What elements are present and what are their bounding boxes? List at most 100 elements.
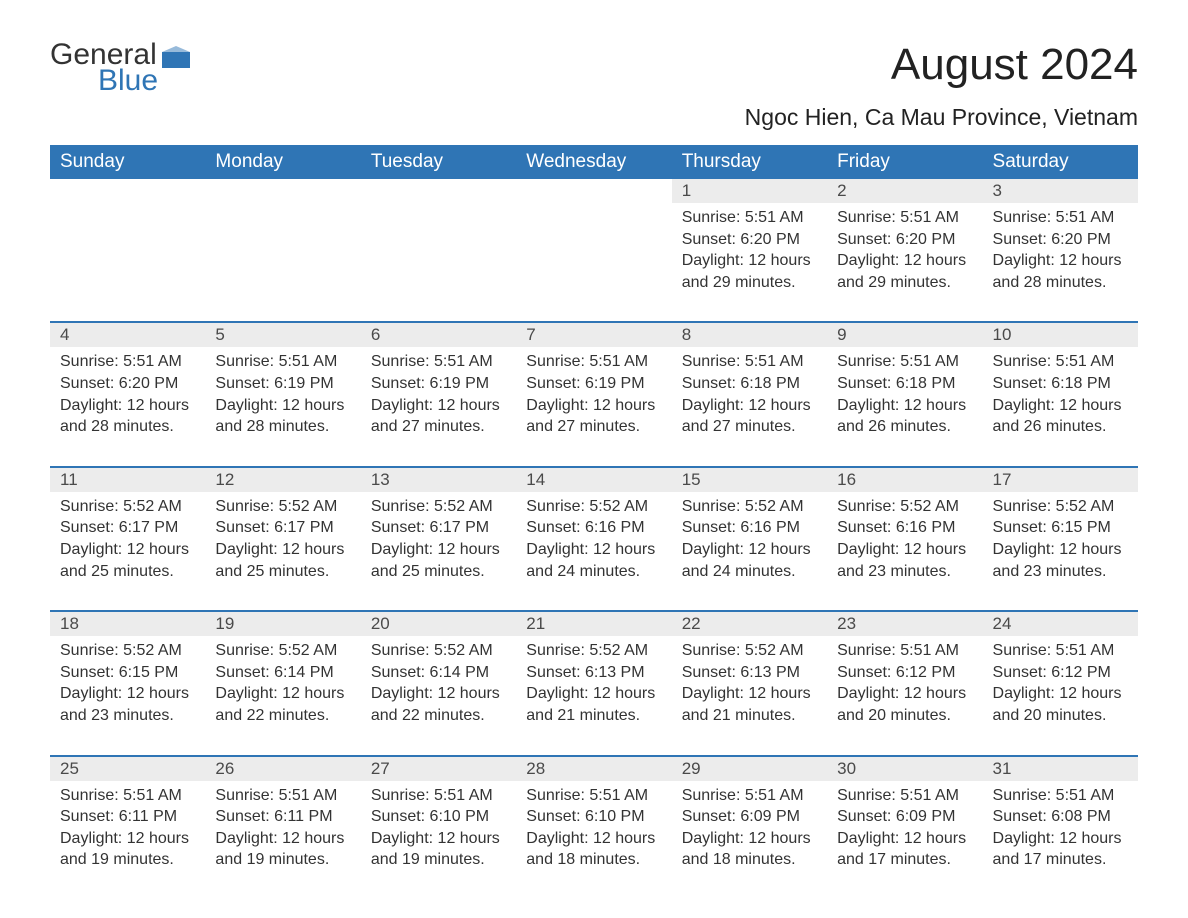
day-content-cell: Sunrise: 5:51 AMSunset: 6:20 PMDaylight:… bbox=[50, 347, 205, 466]
day-number-cell: 23 bbox=[827, 611, 982, 636]
day-number-row: 25262728293031 bbox=[50, 756, 1138, 781]
sunrise-text: Sunrise: 5:51 AM bbox=[837, 640, 972, 662]
daylight2-text: and 17 minutes. bbox=[837, 849, 972, 871]
day-content-cell: Sunrise: 5:51 AMSunset: 6:11 PMDaylight:… bbox=[50, 781, 205, 899]
daylight1-text: Daylight: 12 hours bbox=[837, 683, 972, 705]
day-content-cell: Sunrise: 5:52 AMSunset: 6:14 PMDaylight:… bbox=[205, 636, 360, 755]
sunrise-text: Sunrise: 5:51 AM bbox=[837, 207, 972, 229]
daylight2-text: and 20 minutes. bbox=[993, 705, 1128, 727]
day-number-cell: 8 bbox=[672, 322, 827, 347]
sunrise-text: Sunrise: 5:52 AM bbox=[993, 496, 1128, 518]
calendar-table: SundayMondayTuesdayWednesdayThursdayFrid… bbox=[50, 145, 1138, 899]
sunrise-text: Sunrise: 5:52 AM bbox=[526, 496, 661, 518]
day-number-cell: 7 bbox=[516, 322, 671, 347]
daylight2-text: and 27 minutes. bbox=[526, 416, 661, 438]
sunset-text: Sunset: 6:15 PM bbox=[60, 662, 195, 684]
sunset-text: Sunset: 6:17 PM bbox=[215, 517, 350, 539]
daylight1-text: Daylight: 12 hours bbox=[215, 395, 350, 417]
day-content-cell: Sunrise: 5:51 AMSunset: 6:20 PMDaylight:… bbox=[983, 203, 1138, 322]
daylight2-text: and 24 minutes. bbox=[682, 561, 817, 583]
sunset-text: Sunset: 6:09 PM bbox=[682, 806, 817, 828]
day-content-cell: Sunrise: 5:51 AMSunset: 6:19 PMDaylight:… bbox=[361, 347, 516, 466]
sunset-text: Sunset: 6:16 PM bbox=[526, 517, 661, 539]
sunrise-text: Sunrise: 5:51 AM bbox=[60, 351, 195, 373]
day-number-cell: 11 bbox=[50, 467, 205, 492]
daylight2-text: and 28 minutes. bbox=[993, 272, 1128, 294]
sunrise-text: Sunrise: 5:51 AM bbox=[682, 785, 817, 807]
daylight2-text: and 25 minutes. bbox=[371, 561, 506, 583]
daylight1-text: Daylight: 12 hours bbox=[682, 539, 817, 561]
daylight1-text: Daylight: 12 hours bbox=[837, 250, 972, 272]
day-number-cell: 17 bbox=[983, 467, 1138, 492]
daylight1-text: Daylight: 12 hours bbox=[215, 539, 350, 561]
daylight1-text: Daylight: 12 hours bbox=[682, 828, 817, 850]
day-content-cell: Sunrise: 5:52 AMSunset: 6:17 PMDaylight:… bbox=[205, 492, 360, 611]
daylight1-text: Daylight: 12 hours bbox=[215, 828, 350, 850]
daylight1-text: Daylight: 12 hours bbox=[371, 539, 506, 561]
weekday-header: Saturday bbox=[983, 145, 1138, 179]
sunset-text: Sunset: 6:14 PM bbox=[371, 662, 506, 684]
daylight2-text: and 29 minutes. bbox=[837, 272, 972, 294]
day-content-cell: Sunrise: 5:52 AMSunset: 6:15 PMDaylight:… bbox=[50, 636, 205, 755]
day-number-cell: 22 bbox=[672, 611, 827, 636]
day-number-cell: 25 bbox=[50, 756, 205, 781]
weekday-header: Monday bbox=[205, 145, 360, 179]
daylight2-text: and 28 minutes. bbox=[60, 416, 195, 438]
sunrise-text: Sunrise: 5:52 AM bbox=[526, 640, 661, 662]
day-content-cell: Sunrise: 5:51 AMSunset: 6:18 PMDaylight:… bbox=[672, 347, 827, 466]
day-content-row: Sunrise: 5:52 AMSunset: 6:17 PMDaylight:… bbox=[50, 492, 1138, 611]
day-content-cell: Sunrise: 5:51 AMSunset: 6:09 PMDaylight:… bbox=[672, 781, 827, 899]
day-content-cell: Sunrise: 5:51 AMSunset: 6:10 PMDaylight:… bbox=[516, 781, 671, 899]
day-content-cell: Sunrise: 5:51 AMSunset: 6:10 PMDaylight:… bbox=[361, 781, 516, 899]
sunset-text: Sunset: 6:10 PM bbox=[371, 806, 506, 828]
day-content-cell: Sunrise: 5:52 AMSunset: 6:13 PMDaylight:… bbox=[672, 636, 827, 755]
daylight1-text: Daylight: 12 hours bbox=[993, 828, 1128, 850]
day-number-cell bbox=[50, 179, 205, 203]
day-content-row: Sunrise: 5:51 AMSunset: 6:20 PMDaylight:… bbox=[50, 347, 1138, 466]
daylight2-text: and 23 minutes. bbox=[60, 705, 195, 727]
sunset-text: Sunset: 6:13 PM bbox=[682, 662, 817, 684]
day-content-row: Sunrise: 5:51 AMSunset: 6:20 PMDaylight:… bbox=[50, 203, 1138, 322]
daylight2-text: and 19 minutes. bbox=[215, 849, 350, 871]
daylight1-text: Daylight: 12 hours bbox=[60, 683, 195, 705]
daylight2-text: and 24 minutes. bbox=[526, 561, 661, 583]
sunrise-text: Sunrise: 5:51 AM bbox=[837, 785, 972, 807]
day-content-cell: Sunrise: 5:51 AMSunset: 6:12 PMDaylight:… bbox=[827, 636, 982, 755]
sunrise-text: Sunrise: 5:51 AM bbox=[682, 351, 817, 373]
daylight2-text: and 26 minutes. bbox=[993, 416, 1128, 438]
day-number-cell: 27 bbox=[361, 756, 516, 781]
day-number-cell: 6 bbox=[361, 322, 516, 347]
daylight2-text: and 25 minutes. bbox=[215, 561, 350, 583]
day-number-cell bbox=[205, 179, 360, 203]
day-number-cell: 30 bbox=[827, 756, 982, 781]
daylight2-text: and 22 minutes. bbox=[371, 705, 506, 727]
day-number-cell: 3 bbox=[983, 179, 1138, 203]
daylight1-text: Daylight: 12 hours bbox=[526, 828, 661, 850]
day-content-cell: Sunrise: 5:51 AMSunset: 6:11 PMDaylight:… bbox=[205, 781, 360, 899]
daylight1-text: Daylight: 12 hours bbox=[993, 683, 1128, 705]
daylight1-text: Daylight: 12 hours bbox=[993, 539, 1128, 561]
sunset-text: Sunset: 6:12 PM bbox=[837, 662, 972, 684]
sunset-text: Sunset: 6:18 PM bbox=[993, 373, 1128, 395]
sunset-text: Sunset: 6:18 PM bbox=[682, 373, 817, 395]
sunset-text: Sunset: 6:10 PM bbox=[526, 806, 661, 828]
daylight1-text: Daylight: 12 hours bbox=[993, 250, 1128, 272]
sunset-text: Sunset: 6:15 PM bbox=[993, 517, 1128, 539]
day-content-cell: Sunrise: 5:51 AMSunset: 6:08 PMDaylight:… bbox=[983, 781, 1138, 899]
sunset-text: Sunset: 6:20 PM bbox=[837, 229, 972, 251]
daylight2-text: and 22 minutes. bbox=[215, 705, 350, 727]
day-content-cell: Sunrise: 5:51 AMSunset: 6:20 PMDaylight:… bbox=[827, 203, 982, 322]
daylight1-text: Daylight: 12 hours bbox=[682, 250, 817, 272]
sunrise-text: Sunrise: 5:51 AM bbox=[526, 351, 661, 373]
daylight1-text: Daylight: 12 hours bbox=[215, 683, 350, 705]
daylight1-text: Daylight: 12 hours bbox=[526, 683, 661, 705]
day-content-row: Sunrise: 5:52 AMSunset: 6:15 PMDaylight:… bbox=[50, 636, 1138, 755]
sunset-text: Sunset: 6:17 PM bbox=[371, 517, 506, 539]
day-content-cell: Sunrise: 5:51 AMSunset: 6:19 PMDaylight:… bbox=[205, 347, 360, 466]
day-number-cell bbox=[516, 179, 671, 203]
sunrise-text: Sunrise: 5:51 AM bbox=[993, 785, 1128, 807]
sunrise-text: Sunrise: 5:52 AM bbox=[371, 496, 506, 518]
calendar-body: 123Sunrise: 5:51 AMSunset: 6:20 PMDaylig… bbox=[50, 179, 1138, 899]
sunrise-text: Sunrise: 5:51 AM bbox=[371, 785, 506, 807]
day-number-cell: 21 bbox=[516, 611, 671, 636]
